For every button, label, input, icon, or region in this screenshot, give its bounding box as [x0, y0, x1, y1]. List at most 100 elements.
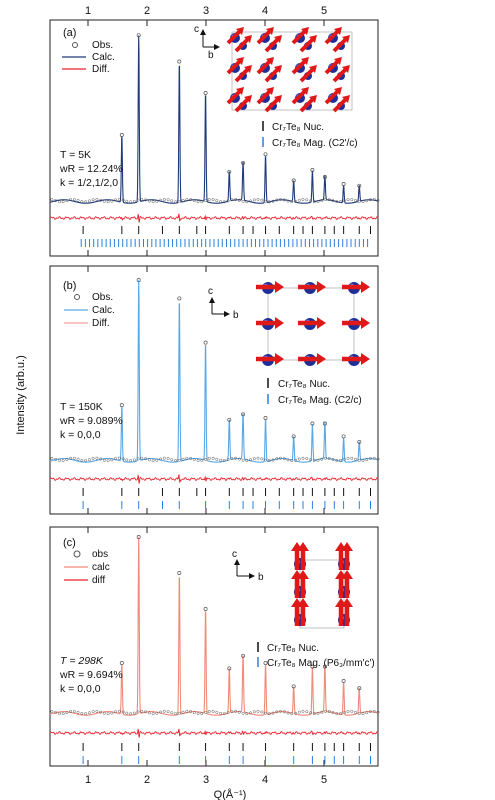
struct-a-spin-2-head	[301, 27, 309, 35]
obs-point-56	[260, 198, 264, 202]
obs-point-8	[80, 200, 84, 203]
obs-point-22	[132, 711, 136, 715]
obs-point-21	[129, 712, 133, 716]
obs-point-28	[155, 711, 159, 715]
obs-point-41	[204, 199, 208, 203]
obs-point-13	[99, 198, 103, 202]
obs-point-1	[54, 711, 58, 714]
panel-a-legend-diff: Diff.	[92, 64, 110, 75]
obs-point-16	[110, 199, 114, 203]
bottom-tick-2: 2	[144, 774, 150, 786]
obs-peak-point-7	[291, 434, 296, 439]
panel-c-frame	[49, 526, 379, 767]
obs-point-5	[69, 456, 73, 460]
obs-point-78	[342, 457, 346, 461]
obs-point-40	[200, 458, 204, 462]
obs-point-11	[91, 710, 95, 714]
obs-peak-point-2	[177, 59, 182, 64]
obs-point-1	[54, 199, 58, 203]
obs-point-17	[114, 198, 118, 202]
obs-point-10	[87, 711, 91, 715]
obs-peak-point-6	[263, 661, 268, 665]
obs-point-49	[234, 456, 238, 460]
obs-point-0	[50, 198, 54, 202]
struct-a-spin2-4-head	[244, 65, 252, 73]
obs-peak-point-9	[322, 175, 327, 179]
obs-point-65	[294, 458, 297, 462]
panel-a-legend-calc: Calc.	[92, 52, 115, 63]
panel-b-mag-ticks	[82, 501, 371, 509]
obs-point-14	[102, 199, 106, 203]
struct-a-spin2-4	[234, 67, 250, 83]
obs-point-67	[301, 198, 305, 201]
obs-point-32	[170, 458, 174, 462]
obs-point-59	[271, 458, 275, 462]
obs-point-64	[290, 459, 294, 463]
obs-point-23	[136, 198, 140, 202]
obs-point-72	[320, 198, 324, 202]
struct-c-spinb-3-head	[341, 570, 353, 579]
panel-a-magnetic-structure	[226, 27, 353, 113]
obs-point-35	[181, 199, 185, 202]
obs-point-20	[125, 711, 129, 715]
obs-point-81	[354, 457, 357, 461]
panel-a-temperature: T = 5K	[60, 149, 91, 161]
obs-point-30	[162, 198, 166, 201]
obs-peak-point-7	[291, 684, 296, 689]
struct-a-spin-11	[324, 89, 340, 105]
panel-b-k: k = 0,0,0	[60, 429, 101, 441]
obs-point-38	[192, 711, 196, 715]
obs-point-43	[211, 709, 215, 713]
obs-point-80	[350, 709, 354, 713]
struct-a-spin-8-head	[236, 87, 244, 95]
obs-point-51	[241, 458, 245, 462]
obs-point-56	[260, 710, 264, 714]
obs-point-66	[297, 710, 301, 714]
obs-point-75	[331, 199, 335, 203]
obs-point-85	[369, 457, 372, 460]
obs-point-83	[361, 459, 365, 462]
obs-point-7	[76, 198, 80, 202]
obs-peak-point-0	[119, 133, 124, 137]
struct-b-spin-6-head	[275, 353, 284, 365]
struct-a-spin-9	[256, 89, 272, 105]
top-tick-1: 1	[85, 5, 91, 17]
struct-a-spin2-7	[332, 67, 348, 83]
panel-b-label: (b)	[63, 280, 76, 292]
obs-point-32	[170, 199, 174, 203]
obs-point-72	[320, 710, 324, 714]
obs-point-48	[230, 198, 234, 202]
obs-point-70	[312, 459, 316, 462]
obs-point-70	[312, 712, 316, 716]
bottom-tick-4: 4	[262, 774, 268, 786]
panel-a-frame-ticks	[87, 20, 325, 256]
obs-point-40	[200, 712, 204, 715]
obs-point-68	[305, 457, 309, 461]
obs-point-15	[106, 200, 110, 204]
panel-c-wr: wR = 9.694%	[59, 669, 123, 681]
obs-point-71	[316, 200, 320, 203]
panel-b-frame-ticks	[87, 266, 325, 514]
obs-point-14	[102, 458, 106, 462]
struct-a-spin-5-head	[266, 57, 274, 65]
panel-b-legend: Obs. Calc. Diff.	[64, 292, 115, 329]
obs-point-86	[372, 709, 376, 713]
panel-a-frame	[49, 19, 379, 257]
obs-point-56	[260, 457, 264, 461]
struct-c-spinb-5-head	[341, 598, 353, 607]
obs-point-54	[252, 457, 256, 461]
panel-c-info: T = 298K wR = 9.694% k = 0,0,0	[59, 655, 123, 695]
obs-point-20	[125, 199, 129, 203]
obs-point-13	[99, 457, 103, 461]
obs-peak-point-11	[357, 686, 362, 691]
panel-a-obs-symbol	[72, 42, 78, 48]
obs-peak-point-3	[203, 340, 208, 345]
obs-point-74	[327, 456, 331, 460]
struct-a-spin2-6-head	[309, 65, 317, 73]
struct-b-spin-5-head	[361, 317, 370, 329]
obs-point-25	[144, 710, 148, 714]
struct-a-spin2-11	[332, 97, 348, 113]
panel-a-wr: wR = 12.24%	[59, 163, 123, 175]
struct-a-spin2-10	[299, 97, 315, 113]
panel-b-axis-c: c	[208, 286, 213, 297]
